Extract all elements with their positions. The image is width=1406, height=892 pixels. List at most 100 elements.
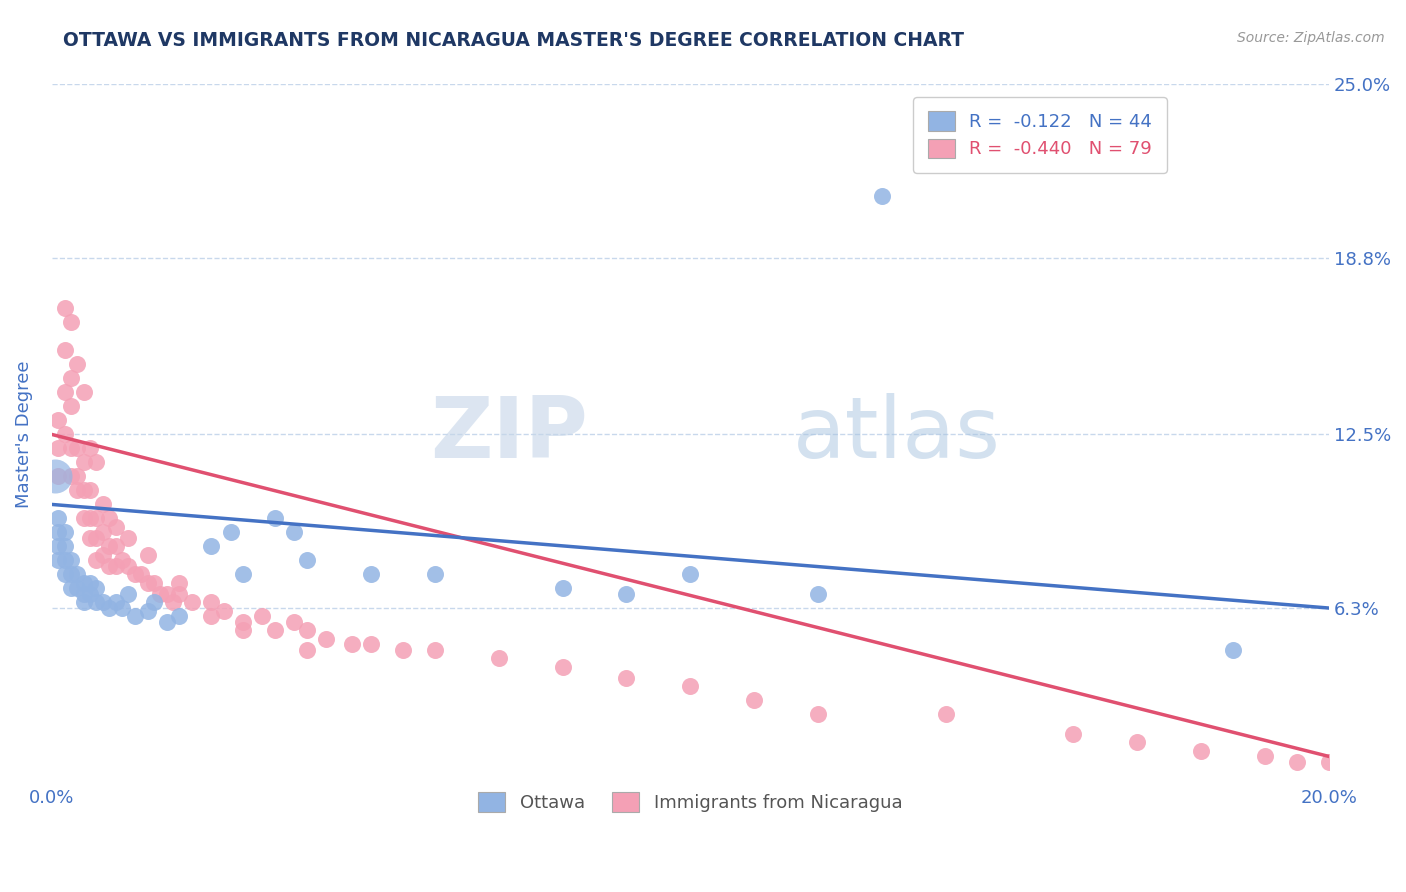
- Point: [1285, 755, 1308, 769]
- Point: [136, 575, 159, 590]
- Point: [46, 511, 69, 525]
- Text: ZIP: ZIP: [430, 393, 588, 476]
- Point: [86, 531, 108, 545]
- Point: [86, 511, 108, 525]
- Point: [53, 301, 76, 316]
- Point: [53, 553, 76, 567]
- Point: [111, 601, 134, 615]
- Point: [117, 587, 139, 601]
- Point: [59, 315, 82, 329]
- Point: [616, 587, 638, 601]
- Point: [742, 693, 765, 707]
- Point: [91, 595, 114, 609]
- Point: [59, 442, 82, 456]
- Point: [679, 680, 702, 694]
- Point: [283, 615, 305, 629]
- Point: [59, 469, 82, 483]
- Point: [392, 643, 415, 657]
- Point: [1126, 735, 1149, 749]
- Point: [162, 595, 184, 609]
- Legend: Ottawa, Immigrants from Nicaragua: Ottawa, Immigrants from Nicaragua: [465, 780, 915, 824]
- Point: [1254, 749, 1277, 764]
- Point: [73, 385, 96, 400]
- Point: [264, 624, 287, 638]
- Point: [46, 469, 69, 483]
- Point: [935, 707, 957, 722]
- Point: [200, 595, 222, 609]
- Point: [232, 567, 254, 582]
- Point: [156, 615, 179, 629]
- Point: [104, 559, 127, 574]
- Point: [295, 553, 318, 567]
- Point: [169, 609, 191, 624]
- Point: [73, 511, 96, 525]
- Point: [53, 567, 76, 582]
- Text: atlas: atlas: [793, 393, 1001, 476]
- Point: [169, 587, 191, 601]
- Point: [295, 643, 318, 657]
- Point: [149, 587, 172, 601]
- Point: [117, 559, 139, 574]
- Point: [124, 609, 146, 624]
- Point: [98, 540, 121, 554]
- Point: [423, 643, 446, 657]
- Point: [136, 604, 159, 618]
- Point: [104, 595, 127, 609]
- Point: [212, 604, 235, 618]
- Point: [616, 671, 638, 685]
- Point: [79, 511, 101, 525]
- Point: [53, 525, 76, 540]
- Point: [1222, 643, 1244, 657]
- Point: [98, 559, 121, 574]
- Point: [66, 469, 89, 483]
- Point: [1062, 727, 1084, 741]
- Point: [124, 567, 146, 582]
- Point: [679, 567, 702, 582]
- Point: [104, 540, 127, 554]
- Point: [59, 400, 82, 414]
- Point: [91, 498, 114, 512]
- Point: [91, 525, 114, 540]
- Point: [870, 189, 893, 203]
- Point: [219, 525, 242, 540]
- Point: [79, 442, 101, 456]
- Point: [142, 575, 165, 590]
- Point: [73, 575, 96, 590]
- Point: [807, 707, 830, 722]
- Point: [66, 582, 89, 596]
- Point: [129, 567, 152, 582]
- Point: [169, 575, 191, 590]
- Point: [136, 548, 159, 562]
- Point: [66, 483, 89, 498]
- Point: [66, 358, 89, 372]
- Point: [46, 525, 69, 540]
- Point: [315, 632, 337, 646]
- Point: [360, 567, 382, 582]
- Point: [79, 575, 101, 590]
- Point: [200, 609, 222, 624]
- Point: [59, 582, 82, 596]
- Point: [98, 601, 121, 615]
- Point: [181, 595, 204, 609]
- Point: [488, 651, 510, 665]
- Point: [117, 531, 139, 545]
- Point: [79, 483, 101, 498]
- Point: [59, 371, 82, 385]
- Point: [232, 615, 254, 629]
- Point: [46, 540, 69, 554]
- Point: [232, 624, 254, 638]
- Point: [156, 587, 179, 601]
- Point: [98, 511, 121, 525]
- Point: [53, 343, 76, 358]
- Point: [551, 660, 574, 674]
- Text: OTTAWA VS IMMIGRANTS FROM NICARAGUA MASTER'S DEGREE CORRELATION CHART: OTTAWA VS IMMIGRANTS FROM NICARAGUA MAST…: [63, 31, 965, 50]
- Point: [295, 624, 318, 638]
- Point: [73, 595, 96, 609]
- Point: [86, 595, 108, 609]
- Point: [1189, 744, 1212, 758]
- Point: [59, 567, 82, 582]
- Point: [340, 637, 363, 651]
- Point: [66, 567, 89, 582]
- Y-axis label: Master's Degree: Master's Degree: [15, 360, 32, 508]
- Point: [59, 553, 82, 567]
